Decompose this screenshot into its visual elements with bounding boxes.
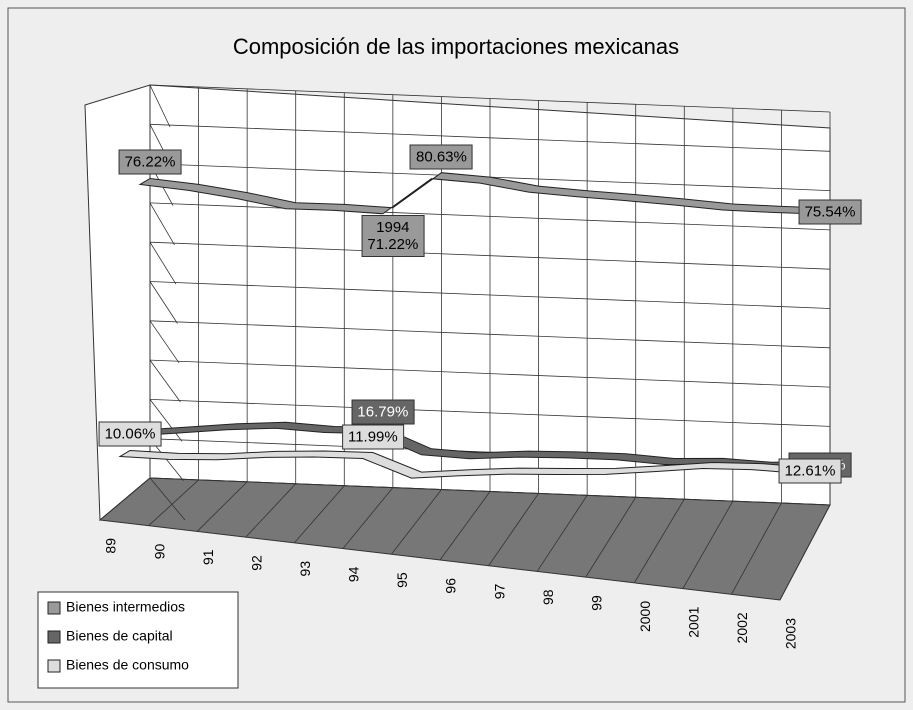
- floor-line: [245, 483, 297, 538]
- x-tick-label: 91: [200, 549, 216, 565]
- data-label: 1994 71.22%: [361, 214, 425, 257]
- grid-line: [149, 477, 186, 521]
- data-label: 16.79%: [351, 399, 415, 425]
- grid-line: [149, 320, 180, 364]
- data-label: 76.22%: [118, 149, 182, 175]
- legend-swatch: [47, 601, 61, 615]
- floor-line: [391, 489, 442, 555]
- legend-label: Bienes intermedios: [66, 599, 185, 615]
- grid-line: [149, 281, 178, 324]
- x-tick-label: 96: [443, 578, 459, 594]
- x-tick-label: 89: [103, 538, 119, 554]
- x-tick-label: 94: [346, 566, 362, 582]
- grid-line: [149, 399, 183, 442]
- floor-line: [196, 481, 248, 532]
- floor-line: [779, 504, 831, 601]
- x-tick-label: 2000: [637, 601, 653, 632]
- x-tick-label: 2001: [686, 606, 702, 637]
- x-tick-label: 2002: [734, 612, 750, 643]
- x-tick-label: 99: [588, 595, 604, 611]
- grid-line: [149, 359, 181, 403]
- legend-label: Bienes de capital: [66, 628, 173, 644]
- floor-line: [439, 491, 491, 561]
- floor-line: [99, 477, 151, 521]
- floor-line: [488, 493, 539, 566]
- floor-line: [293, 485, 345, 544]
- floor-line: [536, 495, 588, 572]
- grid-line: [149, 84, 171, 128]
- legend: [37, 591, 239, 689]
- x-tick-label: 98: [540, 589, 556, 605]
- x-tick-label: 90: [151, 544, 167, 560]
- legend-swatch: [47, 630, 61, 644]
- grid-line: [149, 202, 175, 246]
- chart-title: Composición de las importaciones mexican…: [233, 34, 679, 59]
- x-tick-label: 2003: [783, 618, 799, 649]
- floor-line: [342, 487, 394, 549]
- legend-label: Bienes de consumo: [66, 657, 189, 673]
- grid-line: [149, 241, 177, 285]
- data-label: 75.54%: [798, 199, 862, 225]
- floor-line: [633, 499, 685, 584]
- x-tick-label: 93: [297, 561, 313, 577]
- x-tick-label: 97: [491, 584, 507, 600]
- data-label: 10.06%: [98, 421, 162, 447]
- data-label: 11.99%: [341, 424, 404, 450]
- x-tick-label: 95: [394, 572, 410, 588]
- legend-swatch: [47, 659, 61, 673]
- floor-line: [585, 497, 637, 578]
- floor-line: [148, 479, 199, 527]
- x-tick-label: 92: [248, 555, 264, 571]
- data-label: 12.61%: [778, 458, 842, 484]
- floor-line: [731, 502, 782, 595]
- data-label: 80.63%: [409, 144, 473, 170]
- floor-line: [682, 500, 734, 589]
